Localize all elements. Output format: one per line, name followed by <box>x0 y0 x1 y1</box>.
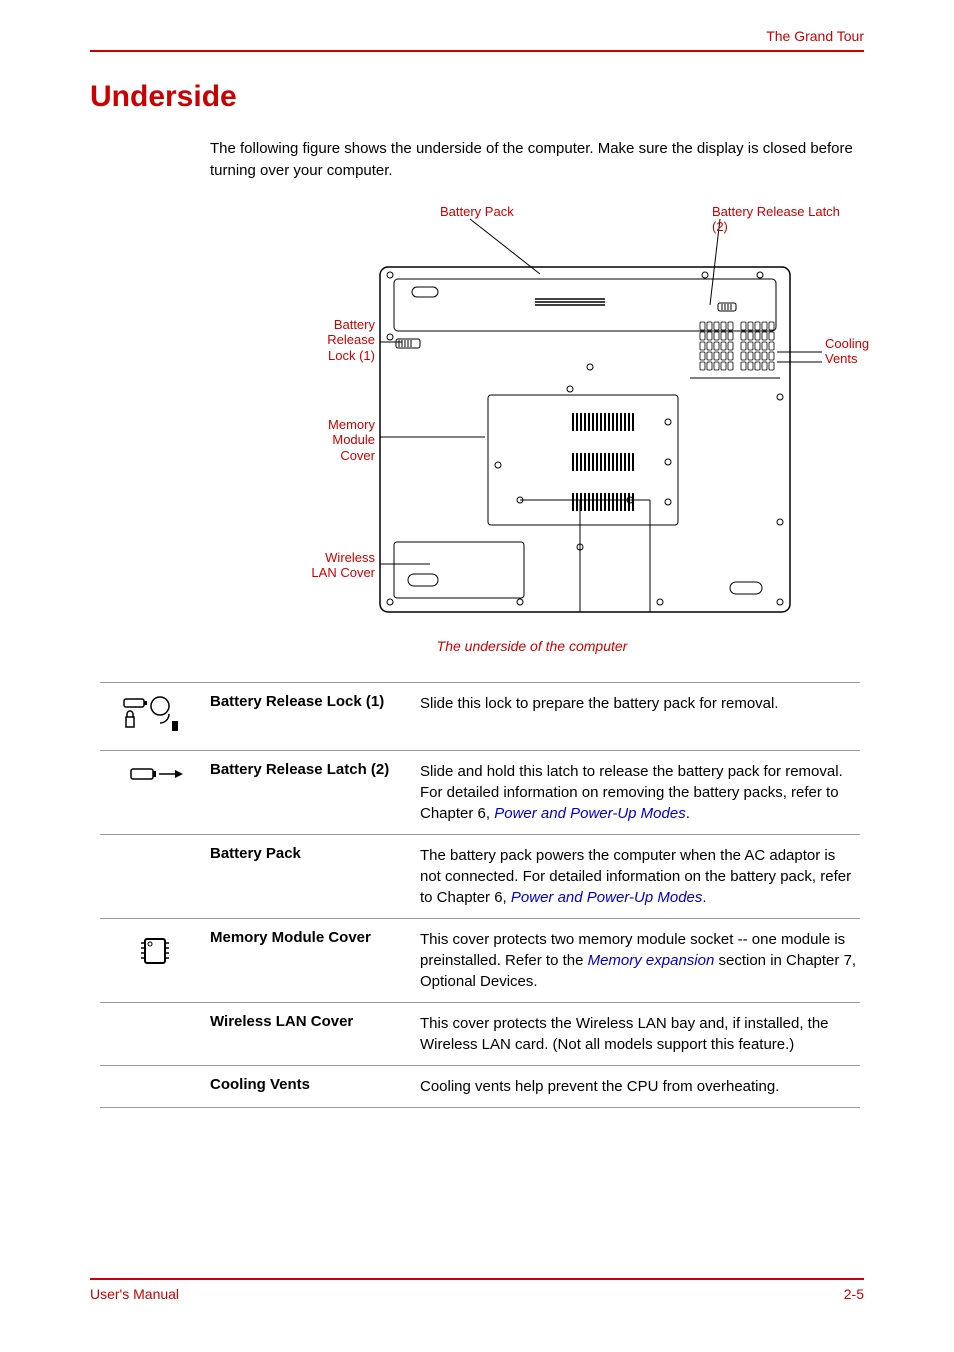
diagram-svg <box>210 202 850 632</box>
label-text: Wireless <box>325 550 375 565</box>
row-icon-cell <box>100 693 210 740</box>
desc-text: Slide this lock to prepare the battery p… <box>420 695 779 712</box>
label-battery-pack: Battery Pack <box>440 204 514 220</box>
label-text: Release <box>327 332 375 347</box>
footer-left: User's Manual <box>90 1286 179 1302</box>
cross-ref-link[interactable]: Power and Power-Up Modes <box>511 889 702 906</box>
row-description: This cover protects the Wireless LAN bay… <box>420 1013 860 1055</box>
underside-diagram: Battery Pack Battery Release Latch (2) C… <box>210 202 850 632</box>
row-term: Battery Release Lock (1) <box>210 693 420 710</box>
latch-icon <box>125 763 185 785</box>
cross-ref-link[interactable]: Power and Power-Up Modes <box>494 805 685 822</box>
label-text: Lock (1) <box>328 348 375 363</box>
footer-right: 2-5 <box>844 1286 864 1302</box>
figure-caption: The underside of the computer <box>200 638 864 654</box>
components-table: Battery Release Lock (1)Slide this lock … <box>100 682 860 1108</box>
row-icon-cell <box>100 1013 210 1015</box>
intro-paragraph: The following figure shows the underside… <box>210 138 864 182</box>
table-row: Battery Release Lock (1)Slide this lock … <box>100 682 860 750</box>
desc-text: Cooling vents help prevent the CPU from … <box>420 1078 779 1095</box>
table-row: Memory Module CoverThis cover protects t… <box>100 918 860 1002</box>
running-head-bar: The Grand Tour <box>90 28 864 52</box>
row-term: Wireless LAN Cover <box>210 1013 420 1030</box>
row-icon-cell <box>100 761 210 790</box>
chip-icon <box>135 931 175 971</box>
table-row: Battery Release Latch (2)Slide and hold … <box>100 750 860 834</box>
label-text: Battery <box>334 317 375 332</box>
label-text: Memory <box>328 417 375 432</box>
row-icon-cell <box>100 1076 210 1078</box>
lock-battery-icons <box>120 695 190 735</box>
label-battery-release-latch-2: Battery Release Latch (2) <box>712 204 850 235</box>
label-battery-release-lock: Battery Release Lock (1) <box>327 317 375 364</box>
row-description: Slide this lock to prepare the battery p… <box>420 693 860 714</box>
row-description: This cover protects two memory module so… <box>420 929 860 992</box>
cross-ref-link[interactable]: Memory expansion <box>588 952 715 969</box>
row-term: Memory Module Cover <box>210 929 420 946</box>
label-memory-module-cover: Memory Module Cover <box>328 417 375 464</box>
page-footer: User's Manual 2-5 <box>90 1278 864 1302</box>
row-description: Cooling vents help prevent the CPU from … <box>420 1076 860 1097</box>
label-text: Module <box>332 432 375 447</box>
desc-text: . <box>702 889 706 906</box>
row-icon-cell <box>100 929 210 976</box>
table-row: Battery PackThe battery pack powers the … <box>100 834 860 918</box>
label-wireless-lan-cover: Wireless LAN Cover <box>311 550 375 581</box>
label-text: LAN Cover <box>311 565 375 580</box>
row-icon-cell <box>100 845 210 847</box>
label-text: Cover <box>340 448 375 463</box>
desc-text: . <box>686 805 690 822</box>
section-title: Underside <box>90 80 864 114</box>
row-description: The battery pack powers the computer whe… <box>420 845 860 908</box>
desc-text: This cover protects the Wireless LAN bay… <box>420 1015 829 1053</box>
label-cooling-vents-1: Cooling Vents <box>825 336 869 367</box>
running-head: The Grand Tour <box>766 28 864 44</box>
table-row: Wireless LAN CoverThis cover protects th… <box>100 1002 860 1065</box>
row-term: Battery Release Latch (2) <box>210 761 420 778</box>
row-description: Slide and hold this latch to release the… <box>420 761 860 824</box>
row-term: Battery Pack <box>210 845 420 862</box>
table-row: Cooling VentsCooling vents help prevent … <box>100 1065 860 1108</box>
row-term: Cooling Vents <box>210 1076 420 1093</box>
